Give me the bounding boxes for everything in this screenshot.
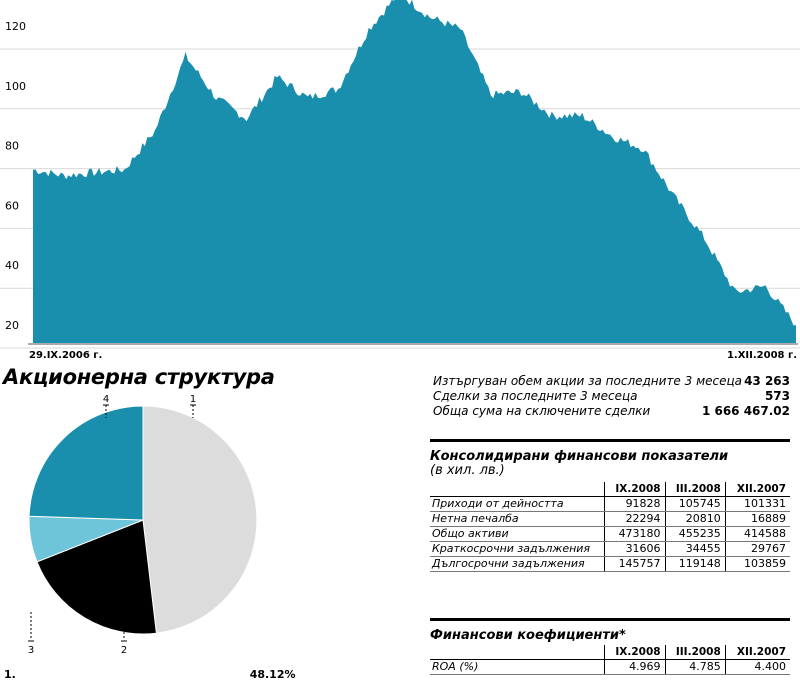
y-tick-label: 60 — [5, 199, 19, 212]
stat-label: Обща сума на сключените сделки — [433, 404, 651, 418]
table-cell: 103859 — [724, 556, 790, 572]
table-cell: 101331 — [724, 496, 790, 512]
trading-stats: Изтъргуван обем акции за последните 3 ме… — [433, 374, 790, 419]
table-cell: 31606 — [604, 541, 666, 557]
stat-value: 1 666 467.02 — [701, 404, 790, 418]
financial-indicators-panel: Консолидирани финансови показатели (в хи… — [430, 439, 790, 572]
row-label: Общо активи — [430, 526, 605, 542]
y-tick-label: 40 — [5, 259, 19, 272]
stat-label: Сделки за последните 3 месеца — [433, 389, 638, 403]
price-area — [33, 0, 796, 343]
table-cell: 473180 — [604, 526, 666, 542]
x-end-label: 1.XII.2008 г. — [727, 350, 797, 361]
table-cell: 91828 — [604, 496, 666, 512]
table-row: Краткосрочни задължения 31606 34455 2976… — [430, 541, 790, 557]
row-label: Дългосрочни задължения — [430, 556, 605, 572]
table-cell: 145757 — [604, 556, 666, 572]
x-start-label: 29.IX.2006 г. — [29, 350, 102, 361]
pie-slice-label: 1 — [190, 394, 196, 405]
table-cell: 22294 — [604, 511, 666, 527]
y-tick-label: 20 — [5, 319, 19, 332]
column-header: XII.2007 — [724, 645, 790, 660]
header-blank — [430, 482, 605, 497]
table-cell: 16889 — [724, 511, 790, 527]
stat-label: Изтъргуван обем акции за последните 3 ме… — [433, 374, 743, 388]
table-cell: 4.400 — [724, 659, 790, 675]
column-header: III.2008 — [664, 482, 726, 497]
table-cell: 34455 — [664, 541, 726, 557]
column-header: IX.2008 — [604, 482, 666, 497]
shareholder-structure-title: Акционерна структура — [3, 365, 275, 389]
table-row: ROA (%) 4.969 4.785 4.400 — [430, 659, 790, 675]
table-cell: 414588 — [724, 526, 790, 542]
stat-row: Сделки за последните 3 месеца 573 — [433, 389, 790, 404]
stat-value: 43 263 — [744, 374, 790, 388]
table-header-row: IX.2008 III.2008 XII.2007 — [430, 645, 790, 660]
table-cell: 20810 — [664, 511, 726, 527]
pie-slice-label: 4 — [103, 394, 109, 405]
pie-slice-label: 2 — [121, 645, 127, 656]
financial-indicators-title: Консолидирани финансови показатели — [430, 439, 790, 464]
row-label: Нетна печалба — [430, 511, 605, 527]
pie-slice — [36, 519, 157, 635]
financial-ratios-panel: Финансови коефициенти* IX.2008 III.2008 … — [430, 618, 790, 675]
table-row: Приходи от дейността 91828 105745 101331 — [430, 496, 790, 512]
header-blank — [430, 645, 605, 660]
table-cell: 4.785 — [664, 659, 726, 675]
table-row: Нетна печалба 22294 20810 16889 — [430, 511, 790, 527]
column-header: IX.2008 — [604, 645, 666, 660]
stat-row: Изтъргуван обем акции за последните 3 ме… — [433, 374, 790, 389]
table-row: Общо активи 473180 455235 414588 — [430, 526, 790, 542]
pie-slice-label: 3 — [28, 645, 34, 656]
financial-indicators-table: IX.2008 III.2008 XII.2007 Приходи от дей… — [430, 482, 790, 572]
table-cell: 105745 — [664, 496, 726, 512]
column-header: XII.2007 — [724, 482, 790, 497]
table-header-row: IX.2008 III.2008 XII.2007 — [430, 482, 790, 497]
row-label: Краткосрочни задължения — [430, 541, 605, 557]
stat-value: 573 — [764, 389, 790, 403]
y-tick-label: 80 — [5, 140, 19, 153]
table-row: Дългосрочни задължения 145757 119148 103… — [430, 556, 790, 572]
pie-slice — [28, 405, 144, 521]
y-tick-label: 100 — [5, 80, 26, 93]
financial-ratios-title: Финансови коефициенти* — [430, 618, 790, 643]
table-cell: 29767 — [724, 541, 790, 557]
financial-indicators-subtitle: (в хил. лв.) — [430, 463, 505, 478]
column-header: III.2008 — [664, 645, 726, 660]
pie-slice — [142, 405, 258, 634]
stat-row: Обща сума на сключените сделки 1 666 467.… — [433, 404, 790, 419]
table-cell: 4.969 — [604, 659, 666, 675]
y-tick-label: 120 — [5, 20, 26, 33]
financial-ratios-table: IX.2008 III.2008 XII.2007 ROA (%) 4.969 … — [430, 645, 790, 675]
table-cell: 455235 — [664, 526, 726, 542]
table-cell: 119148 — [664, 556, 726, 572]
row-label: ROA (%) — [430, 659, 605, 675]
row-label: Приходи от дейността — [430, 496, 605, 512]
